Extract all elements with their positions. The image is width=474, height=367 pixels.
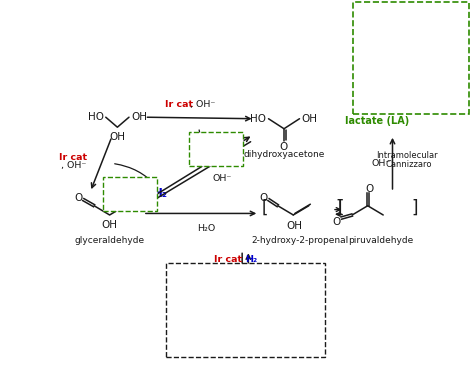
Text: Intramolecular: Intramolecular	[375, 151, 437, 160]
Text: OH: OH	[127, 201, 143, 211]
Text: Ir cat: Ir cat	[59, 153, 87, 163]
Text: H₂: H₂	[246, 255, 257, 264]
Text: ]: ]	[335, 198, 341, 216]
Text: OH: OH	[231, 289, 247, 299]
Text: OH⁻: OH⁻	[371, 159, 391, 168]
Text: H₂O: H₂O	[197, 224, 216, 233]
Text: O: O	[365, 184, 374, 194]
Text: HO: HO	[250, 114, 266, 124]
Text: piruvaldehyde: piruvaldehyde	[348, 236, 413, 245]
Text: HO: HO	[88, 112, 104, 122]
Text: H₂: H₂	[219, 152, 234, 165]
Text: Ir cat: Ir cat	[165, 99, 193, 109]
Text: , OH⁻: , OH⁻	[190, 99, 215, 109]
Text: H₂: H₂	[153, 187, 167, 200]
Text: O: O	[402, 74, 410, 84]
Text: 1,2-propanediol: 1,2-propanediol	[210, 303, 281, 312]
Text: O: O	[280, 142, 288, 152]
Text: OH: OH	[109, 132, 126, 142]
Text: OH: OH	[367, 94, 383, 104]
Text: −: −	[407, 69, 415, 78]
Text: dihydroxyacetone: dihydroxyacetone	[243, 150, 325, 159]
Text: O: O	[385, 57, 393, 67]
Text: Ir cat: Ir cat	[214, 255, 242, 264]
Text: glyceraldehyde: glyceraldehyde	[74, 236, 145, 245]
Text: O: O	[260, 193, 268, 203]
Text: OH: OH	[101, 220, 118, 230]
Text: [: [	[261, 198, 268, 216]
Text: 2-hydroxy-2-propenal: 2-hydroxy-2-propenal	[251, 236, 348, 245]
Text: [: [	[337, 198, 344, 216]
Text: , OH⁻: , OH⁻	[61, 161, 86, 170]
Text: Cannizzaro: Cannizzaro	[385, 160, 432, 169]
Text: HO: HO	[203, 270, 219, 280]
Text: O: O	[333, 217, 341, 227]
Text: OH: OH	[131, 112, 147, 122]
Text: ]: ]	[411, 198, 418, 216]
Text: OH: OH	[287, 221, 303, 231]
Text: O: O	[74, 193, 83, 203]
Text: OH: OH	[301, 114, 318, 124]
Text: OH⁻: OH⁻	[212, 174, 232, 183]
Text: lactate (LA): lactate (LA)	[345, 116, 409, 126]
